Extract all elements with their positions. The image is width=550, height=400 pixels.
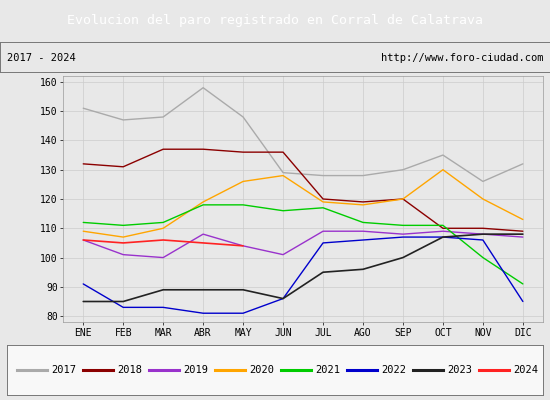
Text: 2018: 2018: [117, 365, 142, 375]
Text: 2020: 2020: [249, 365, 274, 375]
Text: 2022: 2022: [381, 365, 406, 375]
Text: 2017: 2017: [51, 365, 76, 375]
Text: http://www.foro-ciudad.com: http://www.foro-ciudad.com: [381, 53, 543, 63]
Text: 2024: 2024: [513, 365, 538, 375]
Text: 2021: 2021: [315, 365, 340, 375]
Text: 2017 - 2024: 2017 - 2024: [7, 53, 75, 63]
Text: 2019: 2019: [183, 365, 208, 375]
Text: Evolucion del paro registrado en Corral de Calatrava: Evolucion del paro registrado en Corral …: [67, 14, 483, 27]
Text: 2023: 2023: [447, 365, 472, 375]
